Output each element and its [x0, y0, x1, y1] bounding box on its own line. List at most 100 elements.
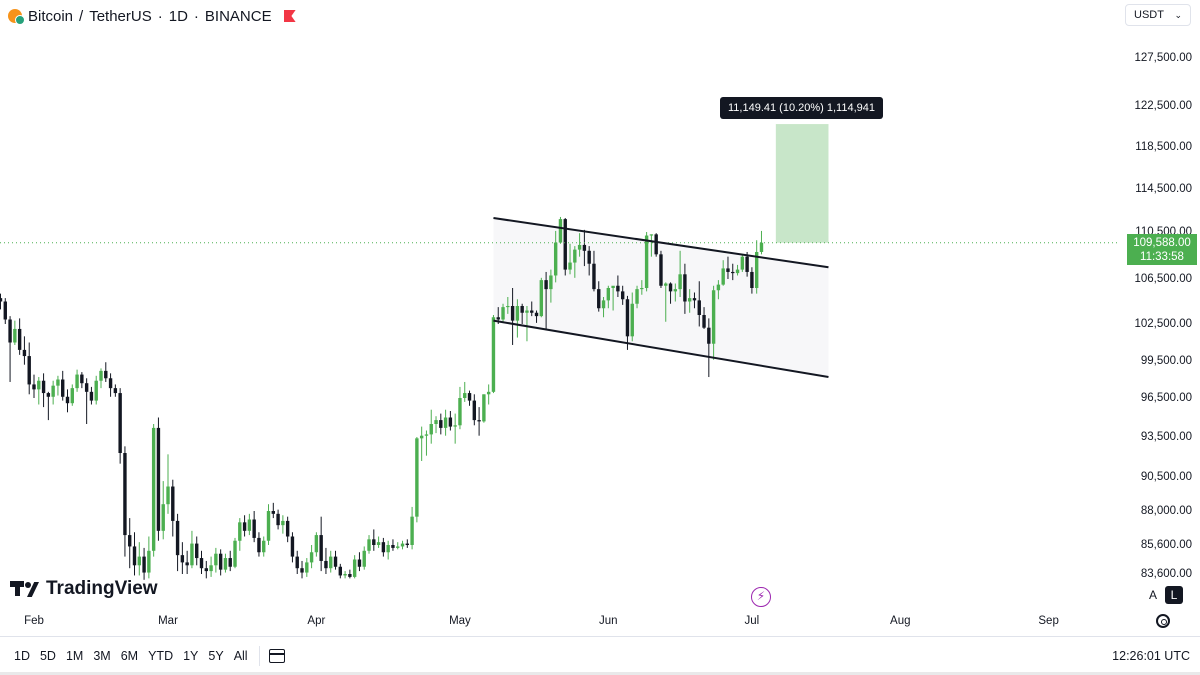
candle [486, 384, 491, 405]
candle-body [17, 328, 22, 350]
candle [99, 368, 103, 389]
candle [113, 384, 118, 397]
candle-body [367, 539, 371, 551]
tradingview-logo[interactable]: TradingView [10, 578, 158, 600]
candle-body [80, 374, 84, 384]
time-axis-label: Jun [599, 615, 618, 627]
candle-body [180, 555, 185, 563]
range-button-5d[interactable]: 5D [39, 649, 56, 663]
candle [707, 318, 711, 378]
candle [740, 255, 745, 272]
candle [501, 303, 505, 323]
candle-body [46, 393, 51, 397]
candle [151, 424, 156, 557]
candle-body [750, 271, 754, 288]
price-axis-label: 99,500.00 [1140, 355, 1192, 367]
candle-body [587, 250, 591, 264]
candle-body [257, 537, 261, 553]
clock-display[interactable]: 12:26:01 UTC [1112, 649, 1190, 663]
price-chart[interactable] [0, 0, 1200, 636]
candle [515, 299, 520, 338]
candle [22, 336, 27, 365]
range-button-1m[interactable]: 1M [65, 649, 84, 663]
candle-body [668, 283, 673, 292]
candle-body [343, 574, 347, 576]
candle-body [3, 301, 7, 320]
candle-body [405, 543, 410, 545]
candle [32, 374, 36, 398]
candle-body [687, 298, 692, 302]
gear-icon[interactable] [1156, 614, 1170, 628]
candle [46, 391, 51, 421]
auto-scale-button[interactable]: A [1148, 588, 1157, 602]
candle [61, 370, 65, 401]
price-axis-label: 88,000.00 [1140, 505, 1192, 517]
candle [429, 409, 433, 444]
candle-body [683, 274, 687, 302]
candle-body [137, 556, 141, 566]
candle [510, 288, 515, 345]
candle-body [247, 519, 252, 531]
candle [611, 285, 615, 311]
candle [204, 560, 208, 579]
candle-body [630, 303, 634, 337]
candle-body [352, 559, 357, 577]
lightning-icon[interactable]: ⚡ [751, 587, 771, 607]
candle [262, 536, 266, 557]
candle [171, 479, 175, 537]
candle [376, 536, 381, 548]
range-button-5y[interactable]: 5Y [208, 649, 224, 663]
range-button-ytd[interactable]: YTD [148, 649, 174, 663]
candle [290, 532, 295, 563]
candle-body [223, 558, 228, 570]
candle [568, 243, 572, 275]
candle [348, 569, 352, 579]
candle-body [123, 453, 127, 536]
candle-body [458, 398, 462, 426]
candle-body [113, 388, 118, 394]
candle [104, 362, 108, 382]
candle-body [276, 513, 280, 526]
quote-name: TetherUS [89, 7, 152, 25]
candle-body [544, 280, 548, 290]
candle-body [410, 516, 414, 545]
channel-lower-line [493, 319, 829, 379]
candle [338, 563, 343, 579]
currency-select[interactable]: USDT ⌄ [1125, 4, 1191, 26]
tradingview-logo-icon [10, 579, 40, 599]
candle-body [520, 306, 524, 313]
range-button-all[interactable]: All [233, 649, 248, 663]
candle [80, 372, 84, 389]
candle [692, 292, 697, 309]
candle [458, 386, 462, 430]
range-buttons: 1D 5D 1M 3M 6M YTD 1Y 5Y All [9, 649, 253, 663]
candle [525, 306, 529, 342]
candle [257, 532, 261, 557]
candle-body [525, 310, 529, 313]
range-button-3m[interactable]: 3M [93, 649, 111, 663]
log-scale-button[interactable]: L [1165, 586, 1183, 604]
candle [8, 316, 12, 382]
candle-body [573, 249, 577, 263]
range-button-1d[interactable]: 1D [14, 649, 30, 663]
candle-body [190, 543, 194, 566]
candle [3, 298, 7, 324]
candle [711, 285, 716, 360]
candle [606, 285, 611, 309]
calendar-icon[interactable] [268, 649, 285, 663]
candle-body [281, 520, 285, 526]
range-button-1y[interactable]: 1Y [183, 649, 199, 663]
flag-icon[interactable] [284, 10, 296, 22]
range-button-6m[interactable]: 6M [120, 649, 139, 663]
candle-body [104, 370, 108, 379]
candle-body [429, 424, 433, 435]
candle [539, 277, 544, 318]
symbol-header[interactable]: Bitcoin / TetherUS · 1D · BINANCE [8, 6, 296, 26]
candle [587, 246, 591, 276]
candle [668, 282, 673, 304]
candle-body [271, 511, 275, 514]
candle-body [37, 380, 41, 390]
candle-body [740, 256, 745, 270]
candle [13, 320, 17, 345]
candle-body [491, 317, 496, 392]
